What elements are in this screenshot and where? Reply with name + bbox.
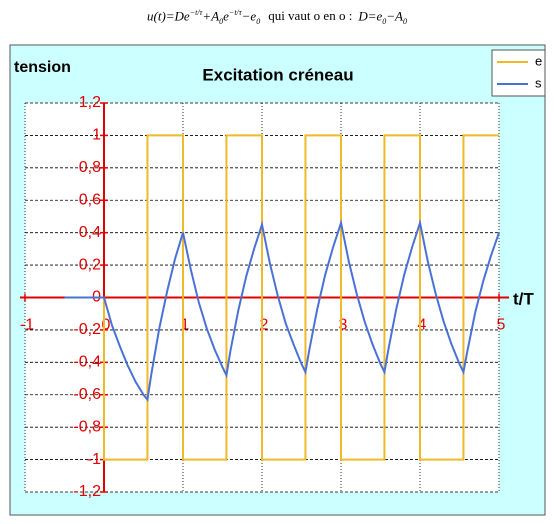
y-tick-label: 1,2 [79, 94, 101, 111]
y-tick-label: -0,6 [73, 386, 101, 403]
formula-part: 0 [219, 16, 224, 26]
x-tick-label: 3 [339, 317, 348, 334]
x-tick-label: 5 [497, 317, 506, 334]
formula-part: 0 [256, 16, 261, 26]
y-tick-label: -1 [87, 451, 101, 468]
formula-part: +A [202, 8, 220, 24]
legend-label: s [535, 75, 542, 90]
formula-part: −t/τ [228, 8, 242, 17]
series-line [64, 219, 500, 402]
x-tick-label: 2 [260, 317, 269, 334]
formula-part: qui vaut o en o : [268, 8, 353, 24]
formula-part: u(t)=De [147, 8, 190, 24]
formula-part: −A [386, 8, 403, 24]
formula-part: 0 [402, 16, 407, 26]
y-tick-label: 0,2 [79, 256, 101, 273]
formula: u(t)=De−t/τ+A0e−t/τ−e0 qui vaut o en o :D… [0, 8, 554, 26]
x-tick-label: 1 [181, 317, 190, 334]
formula-part: D=e [358, 8, 383, 24]
y-tick-label: -0,2 [73, 321, 101, 338]
y-tick-label: 1 [92, 127, 101, 144]
y-tick-label: -0,4 [73, 354, 101, 371]
x-tick-label: 4 [418, 317, 427, 334]
y-tick-label: 0,8 [79, 159, 101, 176]
formula-part: e [223, 8, 229, 24]
chart-title: Excitation créneau [202, 65, 353, 84]
x-tick-label: -1 [20, 317, 34, 334]
x-tick-label: 0 [102, 317, 111, 334]
x-axis-label: t/T [513, 289, 534, 308]
y-axis-label: tension [14, 59, 71, 76]
y-tick-label: -0,8 [73, 418, 101, 435]
series-line [64, 134, 499, 461]
legend-label: e [535, 53, 542, 68]
formula-part: −t/τ [189, 8, 203, 17]
y-tick-label: 0,6 [79, 191, 101, 208]
legend-box [491, 49, 546, 97]
formula-part: 0 [382, 16, 387, 26]
y-tick-label: -1,2 [73, 483, 101, 500]
y-tick-label: 0,4 [79, 224, 101, 241]
formula-part: −e [241, 8, 257, 24]
